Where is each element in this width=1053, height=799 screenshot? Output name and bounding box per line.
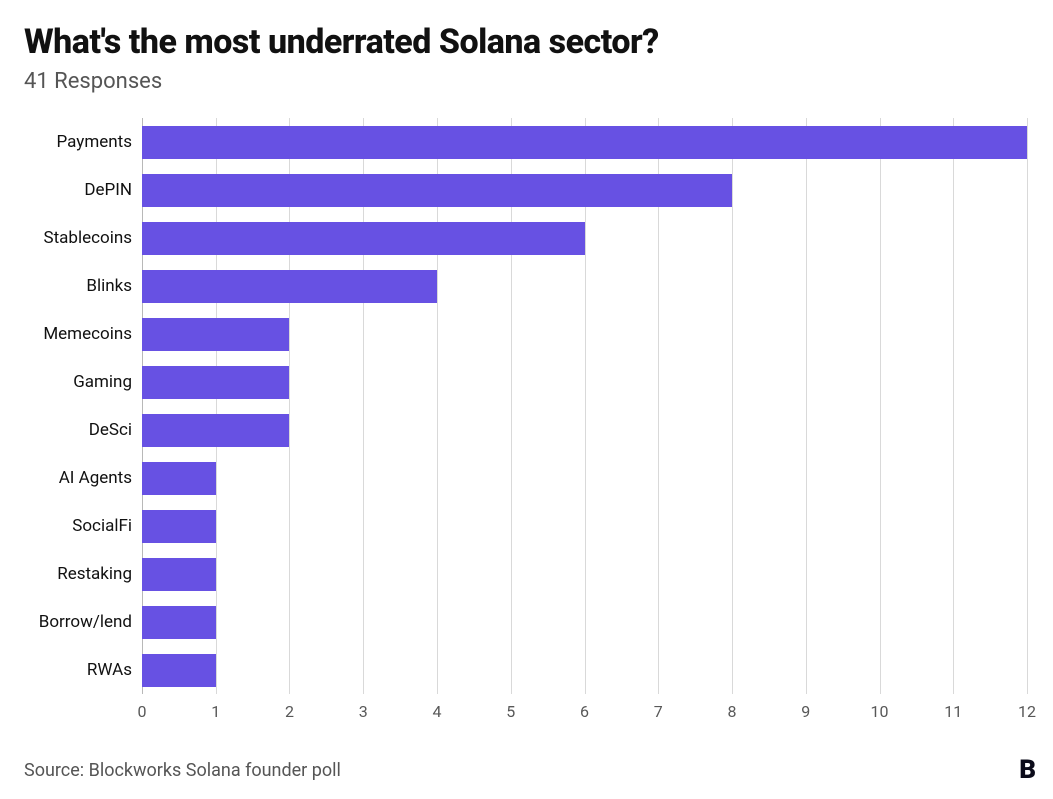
y-axis-label: DePIN: [24, 166, 142, 214]
x-axis-tick: 4: [432, 702, 441, 721]
bar-row: [142, 502, 1027, 550]
y-axis-label: Gaming: [24, 358, 142, 406]
bar-row: [142, 454, 1027, 502]
blockworks-logo-icon: B: [1019, 760, 1035, 781]
bar: [142, 462, 216, 495]
x-axis-tick: 9: [801, 702, 810, 721]
y-axis-label: Stablecoins: [24, 214, 142, 262]
bar: [142, 126, 1027, 159]
bar: [142, 270, 437, 303]
bar-row: [142, 118, 1027, 166]
chart-subtitle: 41 Responses: [24, 69, 1029, 94]
y-axis-label: RWAs: [24, 646, 142, 694]
x-axis-tick: 8: [727, 702, 736, 721]
bar-row: [142, 550, 1027, 598]
bar-row: [142, 310, 1027, 358]
bar: [142, 414, 289, 447]
x-axis-tick: 2: [285, 702, 294, 721]
x-axis-tick: 12: [1018, 702, 1036, 721]
x-axis-tick: 7: [654, 702, 663, 721]
y-axis-label: Payments: [24, 118, 142, 166]
bar-row: [142, 214, 1027, 262]
y-axis-label: Memecoins: [24, 310, 142, 358]
chart-area: PaymentsDePINStablecoinsBlinksMemecoinsG…: [24, 118, 1029, 726]
y-axis-label: DeSci: [24, 406, 142, 454]
bar-row: [142, 262, 1027, 310]
bar: [142, 510, 216, 543]
bar-rows: [142, 118, 1027, 694]
y-axis-label: Blinks: [24, 262, 142, 310]
bar: [142, 558, 216, 591]
bar: [142, 654, 216, 687]
x-axis-tick: 11: [944, 702, 962, 721]
x-axis-tick: 10: [871, 702, 889, 721]
bar: [142, 222, 585, 255]
source-caption: Source: Blockworks Solana founder poll: [24, 760, 341, 781]
gridline: [1027, 118, 1028, 694]
chart-title: What's the most underrated Solana sector…: [24, 24, 1029, 61]
bar-row: [142, 358, 1027, 406]
x-axis-tick: 5: [506, 702, 515, 721]
x-axis-spacer: [24, 694, 142, 726]
bar-row: [142, 598, 1027, 646]
bar-row: [142, 166, 1027, 214]
x-axis-tick: 3: [359, 702, 368, 721]
bar-row: [142, 646, 1027, 694]
x-axis-tick: 0: [138, 702, 147, 721]
bar: [142, 174, 732, 207]
bar: [142, 318, 289, 351]
chart-page: What's the most underrated Solana sector…: [0, 0, 1053, 799]
y-axis-label: SocialFi: [24, 502, 142, 550]
x-axis: 0123456789101112: [142, 698, 1027, 726]
bar: [142, 606, 216, 639]
y-axis-labels: PaymentsDePINStablecoinsBlinksMemecoinsG…: [24, 118, 142, 694]
y-axis-label: AI Agents: [24, 454, 142, 502]
bar: [142, 366, 289, 399]
footer-row: Source: Blockworks Solana founder poll B: [24, 760, 1029, 781]
y-axis-label: Restaking: [24, 550, 142, 598]
x-axis-tick: 1: [211, 702, 220, 721]
y-axis-label: Borrow/lend: [24, 598, 142, 646]
bar-row: [142, 406, 1027, 454]
x-axis-tick: 6: [580, 702, 589, 721]
plot-area: [142, 118, 1027, 694]
